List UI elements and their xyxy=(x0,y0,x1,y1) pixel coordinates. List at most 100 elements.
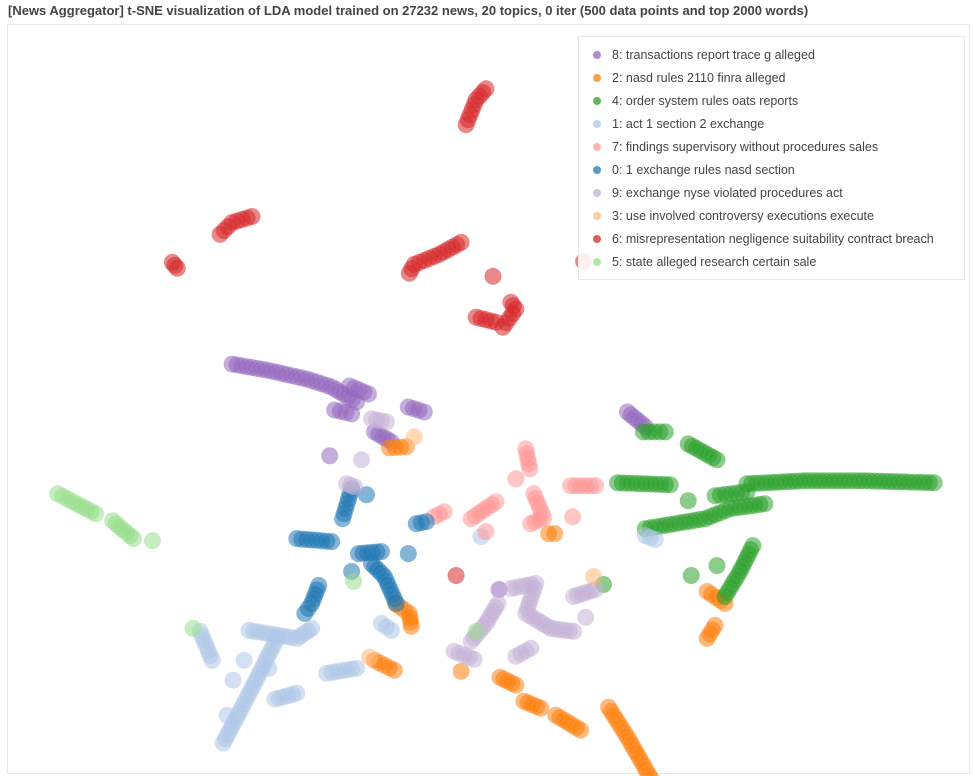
point-topic-1[interactable] xyxy=(382,621,400,639)
point-topic-6[interactable] xyxy=(487,313,505,331)
point-topic-4[interactable] xyxy=(656,423,674,441)
point-topic-8[interactable] xyxy=(360,385,377,403)
point-topic-9[interactable] xyxy=(353,451,370,469)
point-topic-7[interactable] xyxy=(587,477,605,495)
legend-label: 6: misrepresentation negligence suitabil… xyxy=(612,231,934,246)
legend-item-topic-3[interactable]: 3: use involved controversy executions e… xyxy=(593,204,964,227)
point-topic-4[interactable] xyxy=(708,451,726,469)
legend-label: 4: order system rules oats reports xyxy=(612,93,799,108)
point-topic-2[interactable] xyxy=(402,617,420,635)
point-topic-1[interactable] xyxy=(348,659,365,677)
legend-item-topic-4[interactable]: 4: order system rules oats reports xyxy=(593,89,964,112)
legend-label: 3: use involved controversy executions e… xyxy=(612,208,874,223)
point-topic-8[interactable] xyxy=(321,447,339,465)
point-topic-4[interactable] xyxy=(925,474,943,492)
point-topic-7[interactable] xyxy=(507,470,525,488)
legend-label: 8: transactions report trace g alleged xyxy=(612,47,815,62)
point-topic-2[interactable] xyxy=(532,699,550,717)
point-topic-6[interactable] xyxy=(400,264,418,282)
point-topic-1[interactable] xyxy=(646,531,664,549)
point-topic-4[interactable] xyxy=(661,476,679,494)
point-topic-2[interactable] xyxy=(546,525,564,543)
point-topic-0[interactable] xyxy=(334,510,352,528)
point-topic-9[interactable] xyxy=(565,622,583,640)
point-topic-5[interactable] xyxy=(143,532,161,550)
plot-area xyxy=(7,24,970,774)
point-topic-9[interactable] xyxy=(522,639,540,657)
legend: 8: transactions report trace g alleged 2:… xyxy=(578,36,965,280)
legend-item-topic-9[interactable]: 9: exchange nyse violated procedures act xyxy=(593,181,964,204)
point-topic-3[interactable] xyxy=(585,568,603,585)
point-topic-7[interactable] xyxy=(522,515,540,533)
point-topic-2[interactable] xyxy=(572,721,590,739)
point-topic-0[interactable] xyxy=(399,545,417,563)
point-topic-4[interactable] xyxy=(716,588,734,605)
point-topic-7[interactable] xyxy=(564,508,582,526)
legend-swatch xyxy=(593,142,601,151)
point-topic-1[interactable] xyxy=(218,706,236,724)
point-topic-0[interactable] xyxy=(387,595,405,612)
legend-item-topic-0[interactable]: 0: 1 exchange rules nasd section xyxy=(593,158,964,181)
point-topic-2[interactable] xyxy=(643,770,660,776)
point-topic-7[interactable] xyxy=(462,510,480,528)
point-topic-5[interactable] xyxy=(125,530,142,548)
point-topic-5[interactable] xyxy=(467,622,485,640)
point-topic-9[interactable] xyxy=(465,650,483,668)
point-topic-1[interactable] xyxy=(235,651,253,669)
point-topic-6[interactable] xyxy=(484,267,502,285)
point-topic-0[interactable] xyxy=(372,543,390,561)
point-topic-7[interactable] xyxy=(521,460,539,478)
legend-item-topic-7[interactable]: 7: findings supervisory without procedur… xyxy=(593,135,964,158)
point-topic-1[interactable] xyxy=(260,659,278,677)
legend-item-topic-2[interactable]: 2: nasd rules 2110 finra alleged xyxy=(593,66,964,89)
point-topic-0[interactable] xyxy=(417,513,435,531)
point-topic-1[interactable] xyxy=(214,734,232,752)
point-topic-5[interactable] xyxy=(87,505,105,523)
legend-swatch xyxy=(593,165,601,174)
point-topic-5[interactable] xyxy=(184,619,202,637)
point-topic-4[interactable] xyxy=(738,483,756,501)
point-topic-0[interactable] xyxy=(296,604,314,622)
legend-swatch xyxy=(593,234,601,243)
point-topic-2[interactable] xyxy=(698,629,716,647)
point-topic-6[interactable] xyxy=(447,567,465,584)
point-topic-3[interactable] xyxy=(361,648,378,666)
point-topic-4[interactable] xyxy=(682,567,700,584)
legend-item-topic-6[interactable]: 6: misrepresentation negligence suitabil… xyxy=(593,227,964,250)
point-topic-9[interactable] xyxy=(577,608,595,626)
point-topic-6[interactable] xyxy=(457,116,475,134)
point-topic-6[interactable] xyxy=(168,259,186,277)
legend-item-topic-1[interactable]: 1: act 1 section 2 exchange xyxy=(593,112,964,135)
point-topic-9[interactable] xyxy=(587,581,605,598)
point-topic-2[interactable] xyxy=(452,662,470,680)
point-topic-4[interactable] xyxy=(708,557,726,575)
point-topic-5[interactable] xyxy=(345,573,363,590)
legend-item-topic-5[interactable]: 5: state alleged research certain sale xyxy=(593,250,964,273)
point-topic-3[interactable] xyxy=(405,428,423,446)
legend-label: 2: nasd rules 2110 finra alleged xyxy=(612,70,786,85)
point-topic-4[interactable] xyxy=(679,492,697,510)
legend-swatch xyxy=(593,257,601,266)
legend-label: 1: act 1 section 2 exchange xyxy=(612,116,765,131)
legend-label: 0: 1 exchange rules nasd section xyxy=(612,162,795,177)
point-topic-8[interactable] xyxy=(343,405,361,423)
point-topic-2[interactable] xyxy=(385,661,403,679)
point-topic-6[interactable] xyxy=(211,225,229,243)
point-topic-1[interactable] xyxy=(203,651,221,669)
point-topic-1[interactable] xyxy=(303,619,321,637)
legend-swatch xyxy=(593,119,601,128)
legend-swatch xyxy=(593,50,601,59)
legend-label: 5: state alleged research certain sale xyxy=(612,254,817,269)
point-topic-1[interactable] xyxy=(266,690,284,708)
point-topic-8[interactable] xyxy=(415,403,433,421)
point-topic-2[interactable] xyxy=(507,676,525,694)
point-topic-1[interactable] xyxy=(224,671,242,689)
point-topic-9[interactable] xyxy=(363,410,380,428)
point-topic-0[interactable] xyxy=(323,533,341,551)
legend-label: 9: exchange nyse violated procedures act xyxy=(612,185,843,200)
legend-item-topic-8[interactable]: 8: transactions report trace g alleged xyxy=(593,43,964,66)
point-topic-7[interactable] xyxy=(477,523,495,541)
point-topic-4[interactable] xyxy=(756,495,774,513)
point-topic-9[interactable] xyxy=(346,478,364,496)
